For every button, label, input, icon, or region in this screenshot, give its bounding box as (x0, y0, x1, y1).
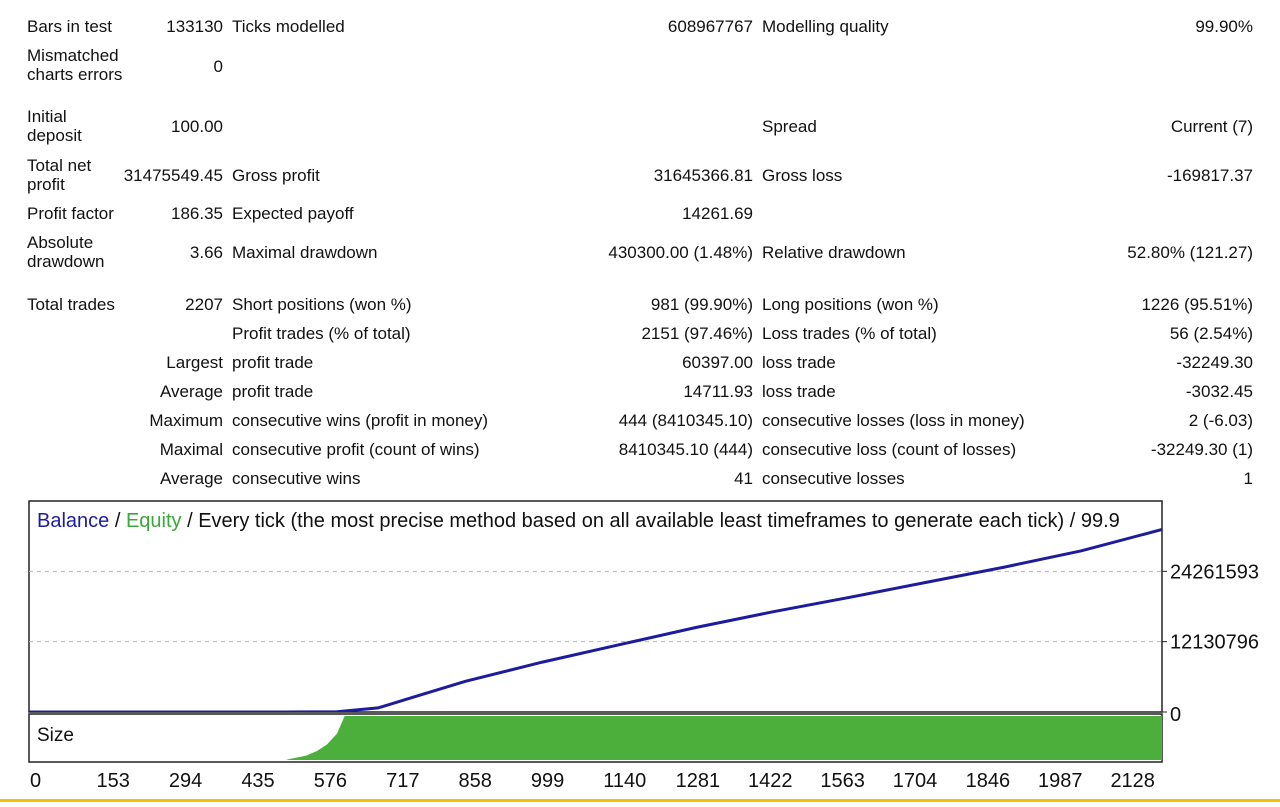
modelling-quality-label: Modelling quality (762, 17, 889, 36)
initial-deposit-value: 100.00 (171, 117, 223, 136)
total-net-profit-label: Total net profit (27, 156, 92, 194)
bottom-accent-rule (0, 799, 1280, 802)
spread-value: Current (7) (1170, 117, 1253, 136)
legend-balance: Balance (37, 510, 109, 532)
size-series-area (29, 716, 1162, 760)
maximum-losses-label: consecutive losses (loss in money) (762, 411, 1025, 430)
maximal-drawdown-value: 430300.00 (1.48%) (608, 243, 753, 262)
absolute-drawdown-value: 3.66 (189, 243, 223, 262)
x-tick-label: 0 (30, 770, 41, 792)
x-tick-label: 1563 (820, 770, 865, 792)
average-consecutive-losses-label: consecutive losses (762, 469, 905, 488)
expected-payoff-label: Expected payoff (232, 204, 354, 223)
gridlines (29, 570, 1167, 713)
x-tick-label: 1987 (1038, 770, 1083, 792)
x-tick-label: 576 (314, 770, 347, 792)
x-tick-label: 1704 (893, 770, 938, 792)
loss-trades-value: 56 (2.54%) (1169, 324, 1253, 343)
x-tick-label: 1846 (966, 770, 1011, 792)
x-tick-label: 153 (97, 770, 130, 792)
balance-chart-panel: Balance / Equity / Every tick (the most … (0, 495, 1280, 802)
profit-factor-value: 186.35 (171, 204, 223, 223)
absolute-drawdown-label: Absolute drawdown (27, 233, 105, 271)
average-consecutive-label: Average (159, 469, 223, 488)
average-consecutive-wins-value: 41 (734, 469, 753, 488)
x-tick-label: 1281 (676, 770, 721, 792)
total-trades-value: 2207 (185, 295, 223, 314)
largest-profit-label: profit trade (232, 353, 314, 372)
x-tick-label: 2128 (1110, 770, 1155, 792)
y-tick-label: 24261593 (1170, 561, 1259, 583)
maximum-losses-value: 2 (-6.03) (1188, 411, 1253, 430)
relative-drawdown-value: 52.80% (121.27) (1127, 243, 1253, 262)
relative-drawdown-label: Relative drawdown (762, 243, 906, 262)
average-loss-value: -3032.45 (1185, 382, 1253, 401)
short-positions-value: 981 (99.90%) (650, 295, 753, 314)
bars-in-test-label: Bars in test (27, 17, 113, 36)
average-consecutive-wins-label: consecutive wins (232, 469, 361, 488)
loss-trades-label: Loss trades (% of total) (762, 324, 937, 343)
balance-series-line (29, 528, 1162, 712)
y-tick-label: 12130796 (1170, 632, 1259, 654)
expected-payoff-value: 14261.69 (682, 204, 753, 223)
maximum-wins-label: consecutive wins (profit in money) (232, 411, 489, 430)
mismatched-label: Mismatched charts errors (27, 46, 123, 84)
initial-deposit-label: Initial deposit (27, 107, 82, 145)
average-profit-value: 14711.93 (683, 382, 753, 401)
short-positions-label: Short positions (won %) (232, 295, 412, 314)
x-tick-label: 717 (386, 770, 419, 792)
x-tick-label: 435 (241, 770, 274, 792)
average-loss-label: loss trade (762, 382, 836, 401)
maximum-label: Maximum (149, 411, 223, 430)
gross-loss-label: Gross loss (762, 166, 843, 185)
legend-separator: / (109, 510, 126, 532)
strategy-tester-report: Bars in test 133130 Ticks modelled 60896… (27, 17, 1253, 488)
average-profit-label: profit trade (232, 382, 314, 401)
largest-label: Largest (166, 353, 223, 372)
legend-equity: Equity (126, 510, 182, 532)
maximal-profit-value: 8410345.10 (444) (618, 440, 753, 459)
average-label: Average (159, 382, 223, 401)
svg-text:Balance / Equity / Every tick: Balance / Equity / Every tick (the most … (37, 510, 1120, 532)
chart-legend: Balance / Equity / Every tick (the most … (37, 510, 1120, 532)
x-tick-label: 294 (169, 770, 202, 792)
maximal-loss-label: consecutive loss (count of losses) (762, 440, 1017, 459)
gross-profit-label: Gross profit (232, 166, 320, 185)
gross-profit-value: 31645366.81 (653, 166, 753, 185)
maximal-profit-label: consecutive profit (count of wins) (232, 440, 480, 459)
ticks-modelled-value: 608967767 (667, 17, 753, 36)
profit-trades-value: 2151 (97.46%) (641, 324, 753, 343)
spread-label: Spread (762, 117, 817, 136)
y-tick-label: 0 (1170, 704, 1181, 726)
long-positions-value: 1226 (95.51%) (1141, 295, 1253, 314)
x-tick-label: 858 (458, 770, 491, 792)
profit-trades-label: Profit trades (% of total) (232, 324, 411, 343)
gross-loss-value: -169817.37 (1166, 166, 1253, 185)
maximal-drawdown-label: Maximal drawdown (232, 243, 378, 262)
bars-in-test-value: 133130 (166, 17, 223, 36)
x-axis-labels: 0 153 294 435 576 717 858 999 1140 1281 1422 1563 17… (30, 770, 1155, 792)
legend-description: / Every tick (the most precise method ba… (182, 510, 1120, 532)
largest-profit-value: 60397.00 (682, 353, 753, 372)
main-chart-frame (28, 500, 1163, 713)
long-positions-label: Long positions (won %) (762, 295, 939, 314)
maximum-wins-value: 444 (8410345.10) (618, 411, 753, 430)
maximal-loss-value: -32249.30 (1) (1150, 440, 1253, 459)
size-label: Size (37, 725, 74, 746)
total-trades-label: Total trades (27, 295, 115, 314)
total-net-profit-value: 31475549.45 (123, 166, 223, 185)
x-tick-label: 1140 (603, 770, 646, 792)
average-consecutive-losses-value: 1 (1243, 469, 1253, 488)
y-axis-labels: 24261593 12130796 0 (1170, 561, 1259, 726)
ticks-modelled-label: Ticks modelled (232, 17, 345, 36)
x-tick-label: 999 (531, 770, 564, 792)
mismatched-value: 0 (213, 57, 223, 76)
x-tick-label: 1422 (748, 770, 793, 792)
profit-factor-label: Profit factor (27, 204, 114, 223)
modelling-quality-value: 99.90% (1195, 17, 1253, 36)
balance-chart: Balance / Equity / Every tick (the most … (28, 500, 1259, 792)
maximal-label: Maximal (159, 440, 223, 459)
largest-loss-value: -32249.30 (1176, 353, 1253, 372)
largest-loss-label: loss trade (762, 353, 836, 372)
